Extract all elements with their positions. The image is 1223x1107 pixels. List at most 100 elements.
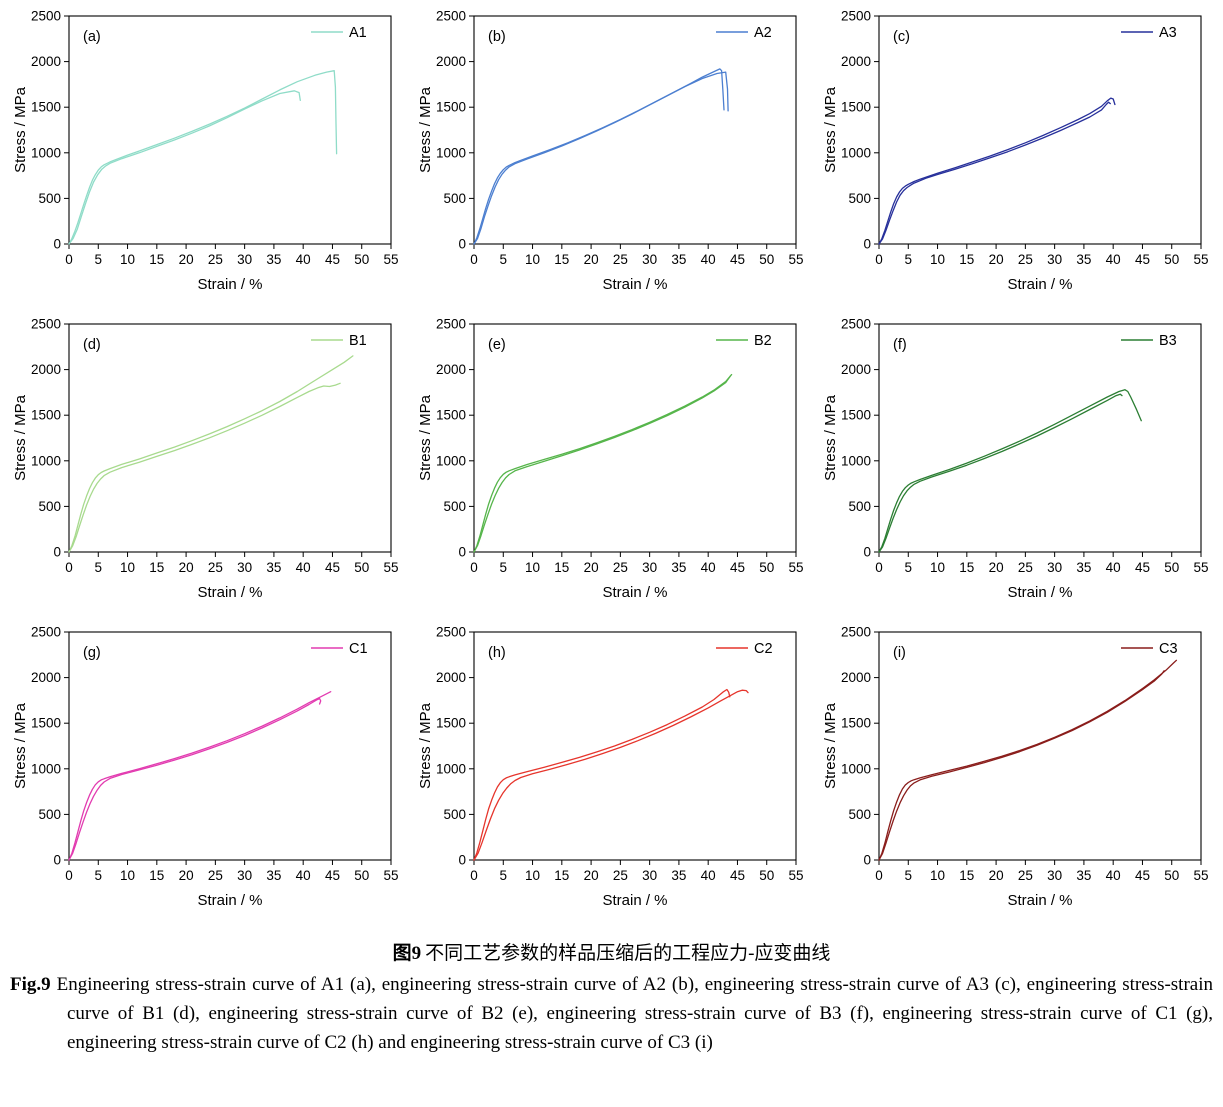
chart-panel-g: 0 5 10 15 20 25 30 35 40 45 50 55 0 500 1000 1500 2000 25…	[9, 620, 405, 922]
panel-label: (i)	[893, 645, 906, 661]
y-tick-label: 2000	[435, 54, 465, 69]
y-tick-label: 2500	[30, 625, 60, 640]
x-axis-label: Strain / %	[1007, 276, 1072, 293]
x-tick-label: 20	[988, 560, 1003, 575]
chart-svg-c1: 0 5 10 15 20 25 30 35 40 45 50 55 0 500 1000 1500 2000 25…	[12, 625, 399, 910]
chart-svg-c2: 0 5 10 15 20 25 30 35 40 45 50 55 0 500 1000 1500 2000 25…	[417, 625, 804, 910]
x-tick-label: 50	[1164, 560, 1179, 575]
plot-frame	[67, 15, 392, 245]
y-axis-label: Stress / MPa	[417, 702, 434, 789]
x-tick-label: 0	[875, 252, 883, 267]
x-tick-label: 25	[612, 252, 627, 267]
plot-frame	[877, 15, 1202, 245]
y-tick-label: 2500	[840, 9, 870, 24]
y-tick-label: 2000	[840, 54, 870, 69]
x-tick-label: 50	[354, 252, 369, 267]
curve-a1-1	[67, 70, 337, 245]
panel-label: (d)	[83, 337, 101, 353]
x-tick-label: 10	[120, 252, 135, 267]
chart-svg-b1: 0 5 10 15 20 25 30 35 40 45 50 55 0 500 1000 1500 2000 25…	[12, 317, 399, 602]
curve-b3-2	[877, 393, 1123, 553]
plot-frame	[67, 323, 392, 553]
x-tick-label: 30	[642, 560, 657, 575]
y-tick-label: 1000	[30, 453, 60, 468]
x-tick-label: 0	[875, 560, 883, 575]
x-tick-label: 45	[324, 252, 339, 267]
y-tick-label: 2500	[30, 317, 60, 332]
x-tick-label: 25	[207, 252, 222, 267]
x-tick-label: 10	[120, 560, 135, 575]
x-tick-label: 55	[788, 252, 803, 267]
x-tick-label: 35	[266, 868, 281, 883]
y-tick-label: 500	[848, 807, 871, 822]
x-tick-label: 35	[266, 252, 281, 267]
x-tick-label: 20	[583, 560, 598, 575]
x-tick-label: 30	[237, 252, 252, 267]
x-tick-label: 35	[671, 560, 686, 575]
y-tick-label: 500	[38, 191, 61, 206]
y-tick-label: 1500	[30, 716, 60, 731]
x-tick-label: 45	[1134, 560, 1149, 575]
chart-panel-f: 0 5 10 15 20 25 30 35 40 45 50 55 0 500 1000 1500 2000 25…	[819, 312, 1215, 614]
curve-c3-1	[877, 659, 1177, 861]
x-tick-label: 40	[700, 252, 715, 267]
curve-a3-2	[877, 101, 1111, 245]
y-tick-label: 1000	[435, 761, 465, 776]
x-tick-label: 20	[583, 868, 598, 883]
curve-b1-1	[67, 355, 354, 553]
y-tick-label: 0	[863, 853, 871, 868]
legend-label: B2	[754, 333, 772, 349]
y-tick-label: 500	[443, 191, 466, 206]
curve-a3-1	[877, 97, 1116, 245]
x-tick-label: 55	[1193, 252, 1208, 267]
caption-en-label: Fig.9	[10, 974, 51, 995]
y-tick-label: 2500	[435, 9, 465, 24]
x-axis-label: Strain / %	[602, 584, 667, 601]
chart-svg-c3: 0 5 10 15 20 25 30 35 40 45 50 55 0 500 1000 1500 2000 25…	[822, 625, 1209, 910]
x-tick-label: 55	[788, 560, 803, 575]
y-axis-label: Stress / MPa	[12, 394, 29, 481]
y-tick-label: 1000	[30, 761, 60, 776]
x-tick-label: 40	[295, 868, 310, 883]
chart-svg-b2: 0 5 10 15 20 25 30 35 40 45 50 55 0 500 1000 1500 2000 25…	[417, 317, 804, 602]
y-tick-label: 0	[863, 237, 871, 252]
y-axis-label: Stress / MPa	[822, 702, 839, 789]
y-tick-label: 1500	[435, 100, 465, 115]
x-tick-label: 20	[583, 252, 598, 267]
x-tick-label: 45	[729, 560, 744, 575]
curve-a2-1	[472, 68, 725, 245]
x-tick-label: 30	[237, 868, 252, 883]
chart-panel-i: 0 5 10 15 20 25 30 35 40 45 50 55 0 500 1000 1500 2000 25…	[819, 620, 1215, 922]
x-tick-label: 30	[1047, 560, 1062, 575]
plot-frame	[877, 323, 1202, 553]
legend-label: B1	[349, 333, 367, 349]
x-tick-label: 15	[959, 252, 974, 267]
x-tick-label: 5	[499, 560, 507, 575]
plot-frame	[67, 631, 392, 861]
x-tick-label: 5	[904, 868, 912, 883]
panel-label: (f)	[893, 337, 907, 353]
x-tick-label: 55	[383, 252, 398, 267]
y-tick-label: 500	[848, 191, 871, 206]
y-tick-label: 500	[848, 499, 871, 514]
x-tick-label: 45	[1134, 252, 1149, 267]
y-tick-label: 2500	[435, 625, 465, 640]
x-tick-label: 55	[383, 868, 398, 883]
x-tick-label: 20	[988, 868, 1003, 883]
x-tick-label: 35	[671, 252, 686, 267]
y-tick-label: 1000	[840, 761, 870, 776]
x-tick-label: 0	[875, 868, 883, 883]
x-tick-label: 25	[207, 868, 222, 883]
y-tick-label: 2500	[840, 625, 870, 640]
x-tick-label: 50	[354, 868, 369, 883]
y-tick-label: 2500	[840, 317, 870, 332]
x-tick-label: 30	[1047, 868, 1062, 883]
y-tick-label: 1500	[840, 408, 870, 423]
x-tick-label: 5	[904, 252, 912, 267]
y-tick-label: 1000	[435, 145, 465, 160]
x-tick-label: 15	[554, 560, 569, 575]
x-tick-label: 40	[700, 868, 715, 883]
x-tick-label: 45	[1134, 868, 1149, 883]
x-axis-label: Strain / %	[602, 892, 667, 909]
x-tick-label: 40	[295, 252, 310, 267]
